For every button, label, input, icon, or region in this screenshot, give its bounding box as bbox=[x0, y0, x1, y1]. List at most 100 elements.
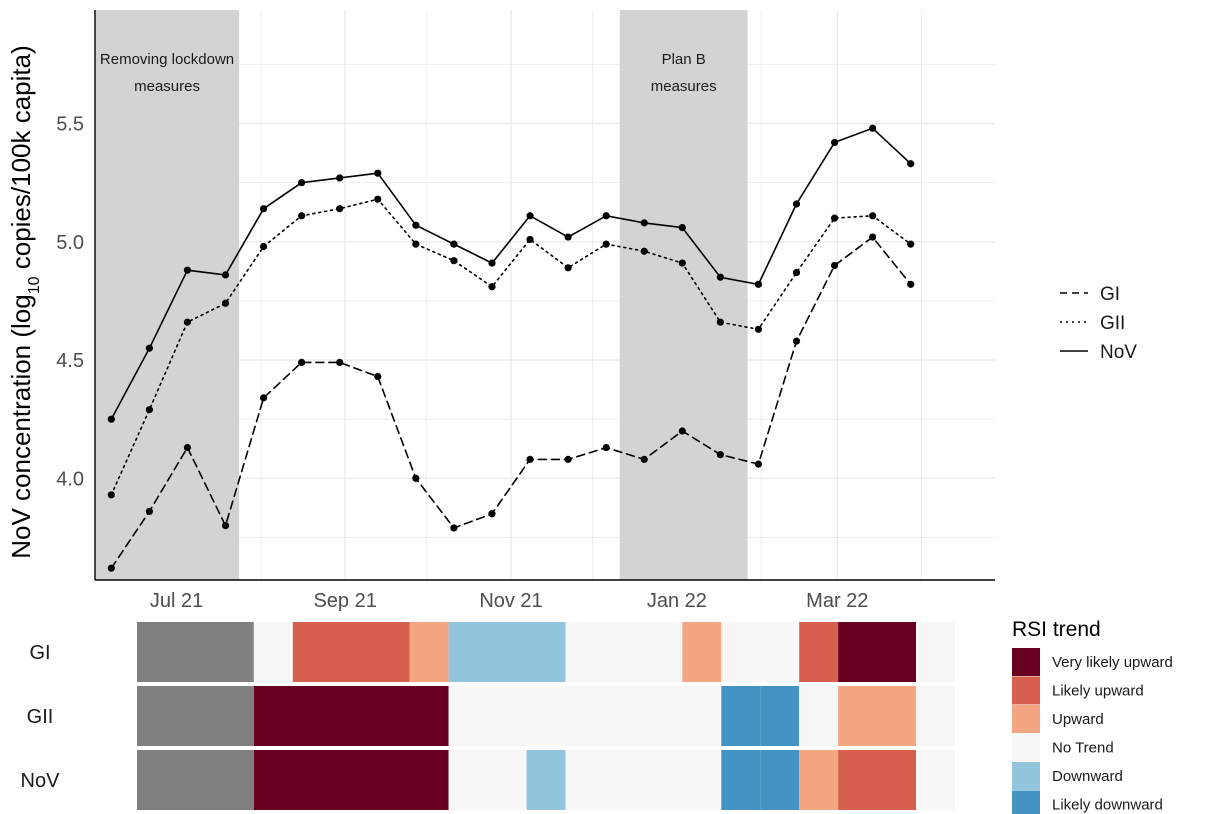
series-points bbox=[107, 124, 915, 572]
rsi-cell bbox=[760, 750, 800, 810]
rsi-cell bbox=[253, 686, 449, 746]
rsi-cell bbox=[721, 622, 800, 682]
series-line-gi bbox=[110, 236, 912, 570]
data-point-nov bbox=[488, 259, 496, 267]
data-point-gii bbox=[336, 205, 344, 213]
x-tick-label: Sep 21 bbox=[313, 590, 376, 612]
rsi-legend-swatch bbox=[1012, 790, 1040, 814]
shade-label-line2: measures bbox=[651, 78, 717, 95]
rsi-legend: Very likely upward Likely upward Upward No … bbox=[1012, 648, 1173, 814]
y-axis-label: NoV concentration (log10 copies/100k cap… bbox=[6, 45, 43, 559]
data-point-nov bbox=[450, 240, 458, 248]
data-point-gi bbox=[183, 443, 192, 452]
data-point-gi bbox=[792, 337, 801, 345]
rsi-cell bbox=[799, 686, 839, 746]
data-point-nov bbox=[412, 221, 420, 229]
data-point-nov bbox=[830, 138, 839, 147]
rsi-legend-label: Downward bbox=[1052, 768, 1123, 785]
data-point-nov bbox=[336, 174, 344, 182]
x-tick-label: Nov 21 bbox=[479, 590, 542, 612]
y-tick-labels: 4.0 4.5 5.0 5.5 bbox=[56, 114, 84, 491]
data-point-gii bbox=[716, 318, 724, 326]
x-tick-label: Jul 21 bbox=[150, 590, 203, 612]
rsi-cell bbox=[721, 686, 761, 746]
y-tick-label: 4.5 bbox=[56, 350, 84, 372]
rsi-cell bbox=[721, 750, 761, 810]
shade-label-line1: Removing lockdown bbox=[100, 51, 234, 68]
rsi-legend-title: RSI trend bbox=[1012, 618, 1101, 641]
rsi-cell bbox=[916, 750, 955, 810]
rsi-cell bbox=[838, 686, 917, 746]
y-tick-label: 5.0 bbox=[56, 232, 84, 254]
data-point-nov bbox=[107, 415, 115, 423]
rsi-row-labels: GI GII NoV bbox=[21, 642, 61, 792]
series-line-gii bbox=[110, 198, 912, 496]
data-point-gi bbox=[907, 280, 915, 288]
rsi-cell bbox=[916, 686, 955, 746]
data-point-nov bbox=[678, 223, 686, 232]
rsi-cell bbox=[253, 750, 449, 810]
axes bbox=[94, 10, 995, 581]
data-point-gi bbox=[450, 524, 458, 532]
rsi-heatmap bbox=[137, 622, 955, 810]
data-point-gi bbox=[298, 358, 306, 367]
rsi-legend-label: Very likely upward bbox=[1052, 654, 1173, 671]
legend-label-gi: GI bbox=[1100, 284, 1120, 305]
y-tick-label: 4.0 bbox=[56, 468, 84, 490]
data-point-gii bbox=[450, 257, 458, 265]
rsi-legend-swatch bbox=[1012, 705, 1040, 733]
data-point-nov bbox=[640, 219, 648, 227]
series-line-nov bbox=[110, 127, 912, 421]
data-point-gi bbox=[869, 233, 877, 241]
data-point-gi bbox=[678, 427, 686, 435]
rsi-cell bbox=[448, 686, 722, 746]
rsi-cell bbox=[448, 622, 566, 682]
rsi-cell bbox=[838, 750, 917, 810]
data-point-gi bbox=[259, 394, 268, 402]
shade-annotations: Removing lockdown measures Plan B measures bbox=[100, 51, 717, 95]
rsi-cell bbox=[565, 622, 683, 682]
rsi-cell bbox=[916, 622, 955, 682]
rsi-legend-swatch bbox=[1012, 762, 1040, 790]
data-point-nov bbox=[564, 233, 572, 241]
rsi-cell bbox=[799, 750, 839, 810]
rsi-legend-label: Likely upward bbox=[1052, 683, 1144, 700]
data-point-gi bbox=[716, 451, 724, 459]
data-point-gii bbox=[298, 212, 306, 220]
data-point-nov bbox=[792, 200, 801, 208]
rsi-cell bbox=[137, 622, 254, 682]
rsi-cell bbox=[526, 750, 566, 810]
data-point-gi bbox=[830, 261, 839, 270]
data-point-nov bbox=[298, 179, 306, 187]
rsi-cell bbox=[838, 622, 917, 682]
rsi-cell bbox=[253, 622, 293, 682]
data-point-nov bbox=[907, 160, 915, 168]
data-point-gii bbox=[830, 214, 839, 222]
data-point-gii bbox=[907, 240, 915, 248]
rsi-cell bbox=[409, 622, 449, 682]
data-point-gii bbox=[678, 259, 686, 267]
shaded-region bbox=[95, 10, 240, 580]
legend-label-nov: NoV bbox=[1100, 342, 1137, 363]
x-tick-labels: Jul 21 Sep 21 Nov 21 Jan 22 Mar 22 bbox=[150, 590, 869, 612]
shaded-region bbox=[619, 10, 748, 580]
x-tick-label: Jan 22 bbox=[647, 590, 707, 612]
data-point-gii bbox=[602, 240, 610, 248]
rsi-cell bbox=[137, 686, 254, 746]
data-point-nov bbox=[602, 212, 610, 220]
data-point-gii bbox=[221, 299, 230, 307]
data-point-gi bbox=[336, 358, 344, 367]
data-point-gii bbox=[488, 283, 496, 291]
data-point-nov bbox=[869, 124, 877, 132]
series-legend: GI GII NoV bbox=[1060, 284, 1137, 363]
y-tick-label: 5.5 bbox=[56, 114, 84, 136]
data-point-gii bbox=[754, 325, 763, 333]
legend-label-gii: GII bbox=[1100, 313, 1125, 334]
data-point-nov bbox=[145, 344, 153, 352]
rsi-row-label: GI bbox=[29, 642, 50, 664]
rsi-cell bbox=[448, 750, 527, 810]
data-point-gii bbox=[640, 247, 648, 255]
data-point-gi bbox=[526, 455, 534, 463]
data-point-nov bbox=[221, 271, 230, 279]
